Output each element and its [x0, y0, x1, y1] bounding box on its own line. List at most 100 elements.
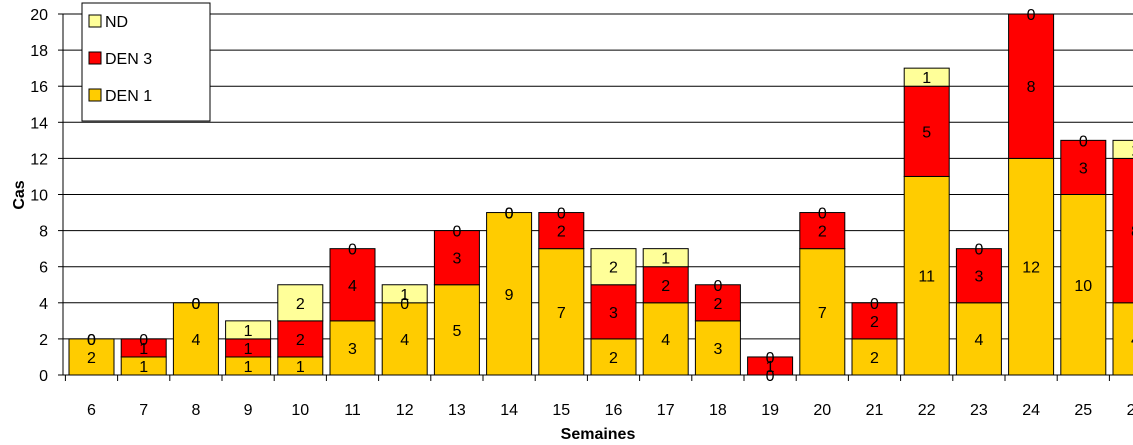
data-label: 4: [348, 278, 357, 295]
bar-segment: [538, 212, 585, 250]
y-tick-label: 6: [39, 260, 48, 277]
data-label: 2: [870, 314, 879, 331]
y-tick-label: 12: [30, 151, 48, 168]
x-tick-label: 25: [1074, 402, 1092, 419]
bar-segment: [381, 302, 428, 376]
bar-segment: [642, 266, 689, 304]
data-label: 0: [452, 224, 461, 241]
data-label: 11: [918, 269, 935, 286]
bar-segment: [955, 248, 1002, 304]
data-label: 8: [1027, 79, 1036, 96]
x-tick-label: 11: [344, 402, 361, 419]
bar-segment: [1008, 13, 1055, 159]
x-axis-title: Semaines: [561, 426, 636, 443]
y-tick-label: 8: [39, 224, 48, 241]
data-label: 0: [766, 368, 775, 385]
bar-segment: [225, 320, 272, 340]
data-label: 1: [766, 359, 775, 376]
data-label: 1: [922, 70, 931, 87]
bar-segment: [1112, 302, 1133, 376]
x-tick-label: 22: [918, 402, 936, 419]
grid-lines: [63, 13, 1133, 340]
x-tick-label: 18: [709, 402, 727, 419]
data-label: 3: [348, 341, 357, 358]
bar-segment: [903, 85, 950, 177]
data-label: 9: [505, 287, 514, 304]
data-label: 0: [139, 332, 148, 349]
data-label: 2: [713, 296, 722, 313]
data-label: 3: [713, 341, 722, 358]
data-label: 1: [296, 359, 305, 376]
data-label: 2: [609, 260, 618, 277]
x-tick-label: 21: [866, 402, 884, 419]
x-tick-label: 20: [813, 402, 831, 419]
x-tick-label: 26: [1127, 402, 1133, 419]
x-tick-label: 12: [396, 402, 414, 419]
bar-segment: [433, 230, 480, 286]
data-label: 2: [296, 332, 305, 349]
data-label: 0: [191, 296, 200, 313]
bar-segment: [329, 248, 376, 322]
legend-label: ND: [105, 14, 128, 31]
data-label: 3: [452, 251, 461, 268]
y-tick-label: 2: [39, 332, 48, 349]
y-tick-label: 20: [30, 7, 48, 24]
data-label: 0: [1027, 7, 1036, 24]
bar-segment: [1112, 157, 1133, 304]
x-tick-label: 8: [191, 402, 200, 419]
bars-group: [68, 13, 1133, 376]
data-label: 12: [1022, 260, 1040, 277]
bar-segment: [799, 212, 846, 250]
x-tick-label: 13: [448, 402, 466, 419]
data-label: 0: [191, 296, 200, 313]
y-tick-label: 4: [39, 296, 48, 313]
legend-swatch: [88, 51, 102, 65]
x-tick-label: 6: [87, 402, 96, 419]
bar-segment: [120, 338, 167, 358]
data-label: 2: [296, 296, 305, 313]
data-label: 5: [452, 323, 461, 340]
x-tick-label: 10: [291, 402, 309, 419]
legend-swatch: [88, 14, 102, 28]
data-label: 1: [139, 359, 148, 376]
bar-segment: [851, 338, 898, 376]
data-label: 0: [974, 242, 983, 259]
data-label: 2: [557, 224, 566, 241]
data-label: 0: [505, 206, 514, 223]
bar-segment: [642, 302, 689, 376]
legend-label: DEN 1: [105, 88, 152, 105]
bar-segment: [277, 320, 324, 358]
data-label: 1: [244, 359, 253, 376]
bar-segment: [1112, 139, 1133, 159]
bar-segment: [277, 284, 324, 322]
y-axis-title: Cas: [11, 180, 28, 209]
bar-segment: [642, 248, 689, 268]
bar-segment: [590, 248, 637, 286]
bar-segment: [694, 284, 741, 322]
data-label: 1: [244, 341, 253, 358]
data-label: 4: [974, 332, 983, 349]
bar-segment: [851, 302, 898, 340]
data-label: 0: [87, 332, 96, 349]
data-label: 5: [922, 124, 931, 141]
bar-segment: [903, 67, 950, 87]
data-label: 0: [766, 350, 775, 367]
data-label: 0: [87, 332, 96, 349]
bar-segment: [381, 284, 428, 304]
data-label: 2: [609, 350, 618, 367]
data-label: 10: [1074, 278, 1092, 295]
x-tick-label: 9: [244, 402, 253, 419]
data-label: 3: [609, 305, 618, 322]
data-label: 7: [557, 305, 566, 322]
bar-segment: [538, 248, 585, 376]
legend-swatch: [88, 88, 102, 102]
x-tick-label: 24: [1022, 402, 1040, 419]
data-label: 4: [400, 332, 409, 349]
bar-segment: [329, 320, 376, 376]
bar-segment: [1060, 194, 1107, 376]
data-label: 2: [87, 350, 96, 367]
legend-box: [81, 2, 211, 122]
